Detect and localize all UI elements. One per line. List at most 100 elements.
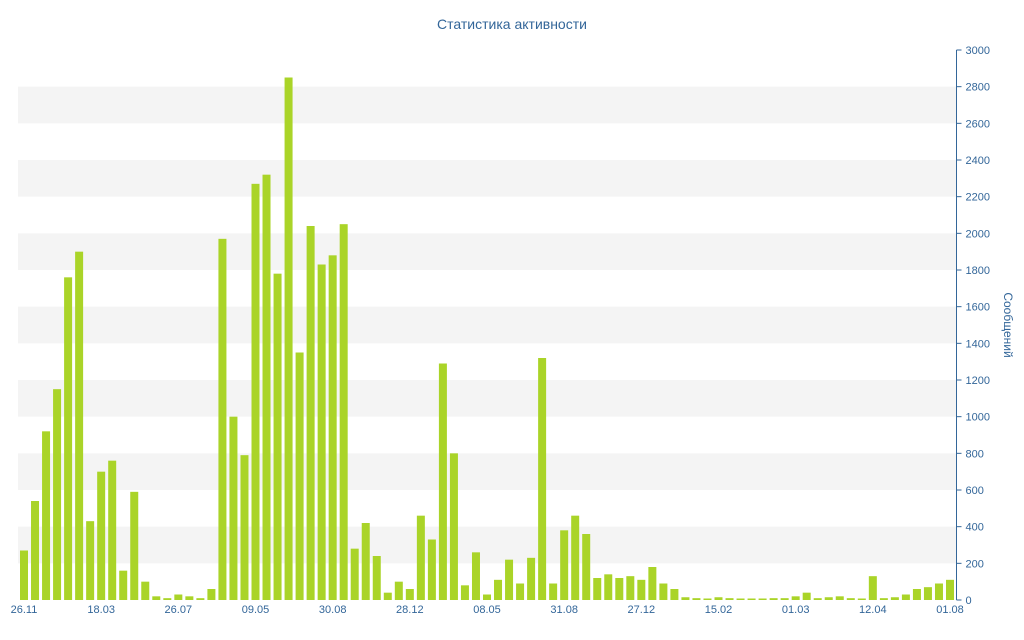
bar[interactable] — [108, 460, 117, 600]
bar[interactable] — [659, 583, 668, 601]
bar[interactable] — [483, 594, 491, 601]
grid-band — [18, 526, 957, 564]
bar[interactable] — [681, 597, 690, 600]
bar[interactable] — [835, 596, 844, 600]
bar[interactable] — [593, 578, 602, 600]
grid-band — [18, 86, 957, 124]
bar[interactable] — [758, 598, 767, 601]
bar[interactable] — [229, 416, 238, 600]
bar[interactable] — [141, 581, 150, 600]
bar[interactable] — [53, 389, 62, 600]
bar[interactable] — [339, 224, 348, 601]
bar[interactable] — [185, 596, 194, 600]
bar[interactable] — [560, 530, 569, 600]
bar[interactable] — [86, 521, 95, 600]
x-tick-label: 08.05 — [473, 604, 501, 616]
bar[interactable] — [692, 598, 701, 600]
bar[interactable] — [703, 598, 712, 601]
bar[interactable] — [405, 589, 414, 600]
chart-title: Статистика активности — [437, 16, 587, 32]
bar[interactable] — [75, 251, 84, 601]
bar[interactable] — [460, 585, 469, 600]
bar[interactable] — [152, 596, 161, 600]
x-tick-label: 30.08 — [319, 604, 347, 616]
bar[interactable] — [218, 238, 227, 600]
bar[interactable] — [97, 471, 106, 600]
y-tick-label: 1800 — [966, 265, 990, 277]
bar[interactable] — [361, 523, 370, 600]
bar[interactable] — [163, 598, 172, 600]
grid-band — [18, 233, 957, 270]
bar[interactable] — [438, 363, 447, 601]
bar[interactable] — [516, 583, 525, 601]
bar[interactable] — [725, 598, 734, 600]
bar[interactable] — [527, 557, 536, 600]
bar[interactable] — [736, 598, 745, 601]
bar[interactable] — [780, 598, 789, 600]
bar[interactable] — [372, 556, 381, 600]
bar[interactable] — [648, 567, 657, 600]
bar[interactable] — [207, 589, 216, 600]
bar[interactable] — [42, 431, 51, 600]
bar[interactable] — [64, 277, 73, 600]
bar[interactable] — [813, 598, 822, 600]
bar[interactable] — [769, 598, 778, 600]
bar[interactable] — [240, 455, 249, 600]
bar[interactable] — [394, 581, 403, 600]
bar[interactable] — [196, 598, 205, 600]
bar[interactable] — [714, 597, 723, 600]
bar[interactable] — [946, 579, 954, 600]
bar[interactable] — [791, 596, 800, 600]
x-tick-label: 18.03 — [87, 604, 115, 616]
bar[interactable] — [604, 574, 613, 600]
bar[interactable] — [449, 453, 458, 600]
bar[interactable] — [747, 598, 756, 601]
bar[interactable] — [284, 77, 293, 601]
bar[interactable] — [538, 358, 547, 600]
bar[interactable] — [912, 589, 921, 600]
bar[interactable] — [824, 597, 833, 600]
bar[interactable] — [505, 559, 514, 600]
bar[interactable] — [571, 515, 580, 600]
bar[interactable] — [31, 501, 40, 600]
bar[interactable] — [901, 594, 910, 601]
bar[interactable] — [295, 352, 304, 601]
x-tick-label: 31.08 — [550, 604, 578, 616]
bar[interactable] — [549, 583, 558, 601]
bar[interactable] — [582, 534, 591, 600]
bar[interactable] — [879, 598, 888, 600]
bar[interactable] — [615, 578, 624, 600]
bar[interactable] — [471, 552, 480, 600]
bar[interactable] — [251, 183, 260, 600]
bar[interactable] — [934, 583, 943, 601]
bar[interactable] — [868, 576, 877, 600]
bar[interactable] — [846, 598, 855, 600]
bar[interactable] — [416, 515, 425, 600]
bar[interactable] — [119, 570, 128, 600]
y-tick-label: 1600 — [966, 302, 990, 314]
bar[interactable] — [273, 273, 282, 600]
bar[interactable] — [262, 174, 271, 601]
bar[interactable] — [350, 548, 359, 600]
bar[interactable] — [328, 255, 337, 600]
bar[interactable] — [130, 491, 139, 600]
bar[interactable] — [626, 576, 635, 600]
bar[interactable] — [306, 226, 315, 600]
y-tick-label: 1400 — [966, 338, 990, 350]
bar[interactable] — [174, 594, 183, 601]
bar[interactable] — [20, 550, 28, 601]
bar[interactable] — [890, 597, 899, 600]
bar[interactable] — [427, 539, 436, 601]
x-tick-label: 01.03 — [782, 604, 810, 616]
bar[interactable] — [317, 264, 326, 601]
bar[interactable] — [383, 592, 392, 600]
bar[interactable] — [670, 589, 679, 600]
bar[interactable] — [857, 598, 866, 601]
y-tick-label: 400 — [966, 522, 984, 534]
bar[interactable] — [923, 587, 932, 600]
bar[interactable] — [802, 592, 811, 600]
bar[interactable] — [494, 579, 503, 600]
bar[interactable] — [637, 579, 646, 600]
grid-band — [18, 306, 957, 344]
